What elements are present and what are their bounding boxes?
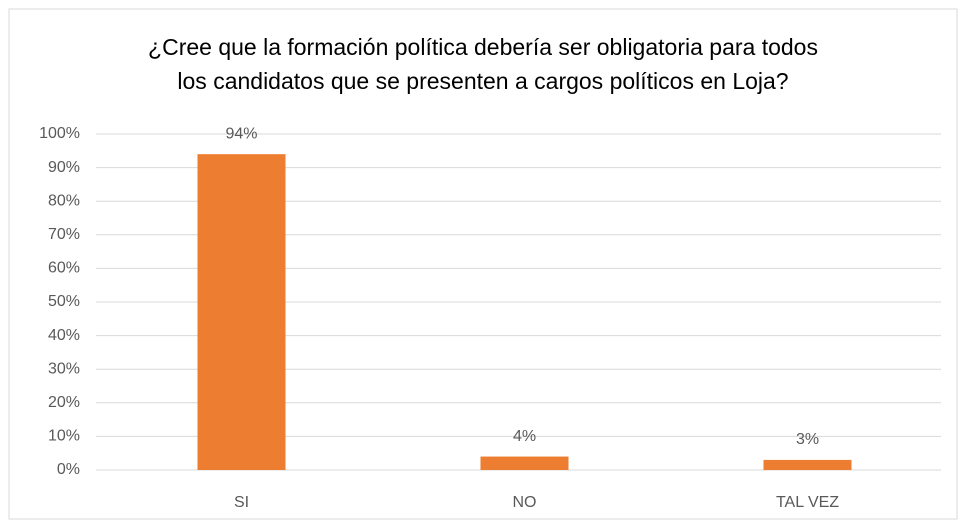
y-tick-label: 20% — [48, 394, 80, 411]
y-tick-label: 80% — [48, 192, 80, 209]
y-tick-label: 100% — [39, 125, 80, 142]
bar — [197, 154, 286, 470]
x-tick-label: NO — [513, 494, 537, 511]
chart-title: ¿Cree que la formación política debería … — [148, 34, 818, 60]
y-tick-label: 70% — [48, 226, 80, 243]
y-tick-label: 10% — [48, 428, 80, 445]
x-tick-label: SI — [234, 494, 249, 511]
y-tick-label: 40% — [48, 327, 80, 344]
y-tick-label: 60% — [48, 260, 80, 277]
value-label: 3% — [796, 431, 819, 448]
chart-title: los candidatos que se presenten a cargos… — [177, 68, 788, 94]
value-label: 94% — [225, 125, 257, 142]
value-label: 4% — [513, 428, 536, 445]
x-tick-label: TAL VEZ — [776, 494, 839, 511]
y-tick-label: 90% — [48, 159, 80, 176]
chart-frame — [8, 8, 958, 520]
y-tick-label: 30% — [48, 360, 80, 377]
y-tick-label: 50% — [48, 293, 80, 310]
bar — [480, 456, 569, 470]
y-tick-label: 0% — [57, 461, 80, 478]
bar — [763, 459, 852, 470]
